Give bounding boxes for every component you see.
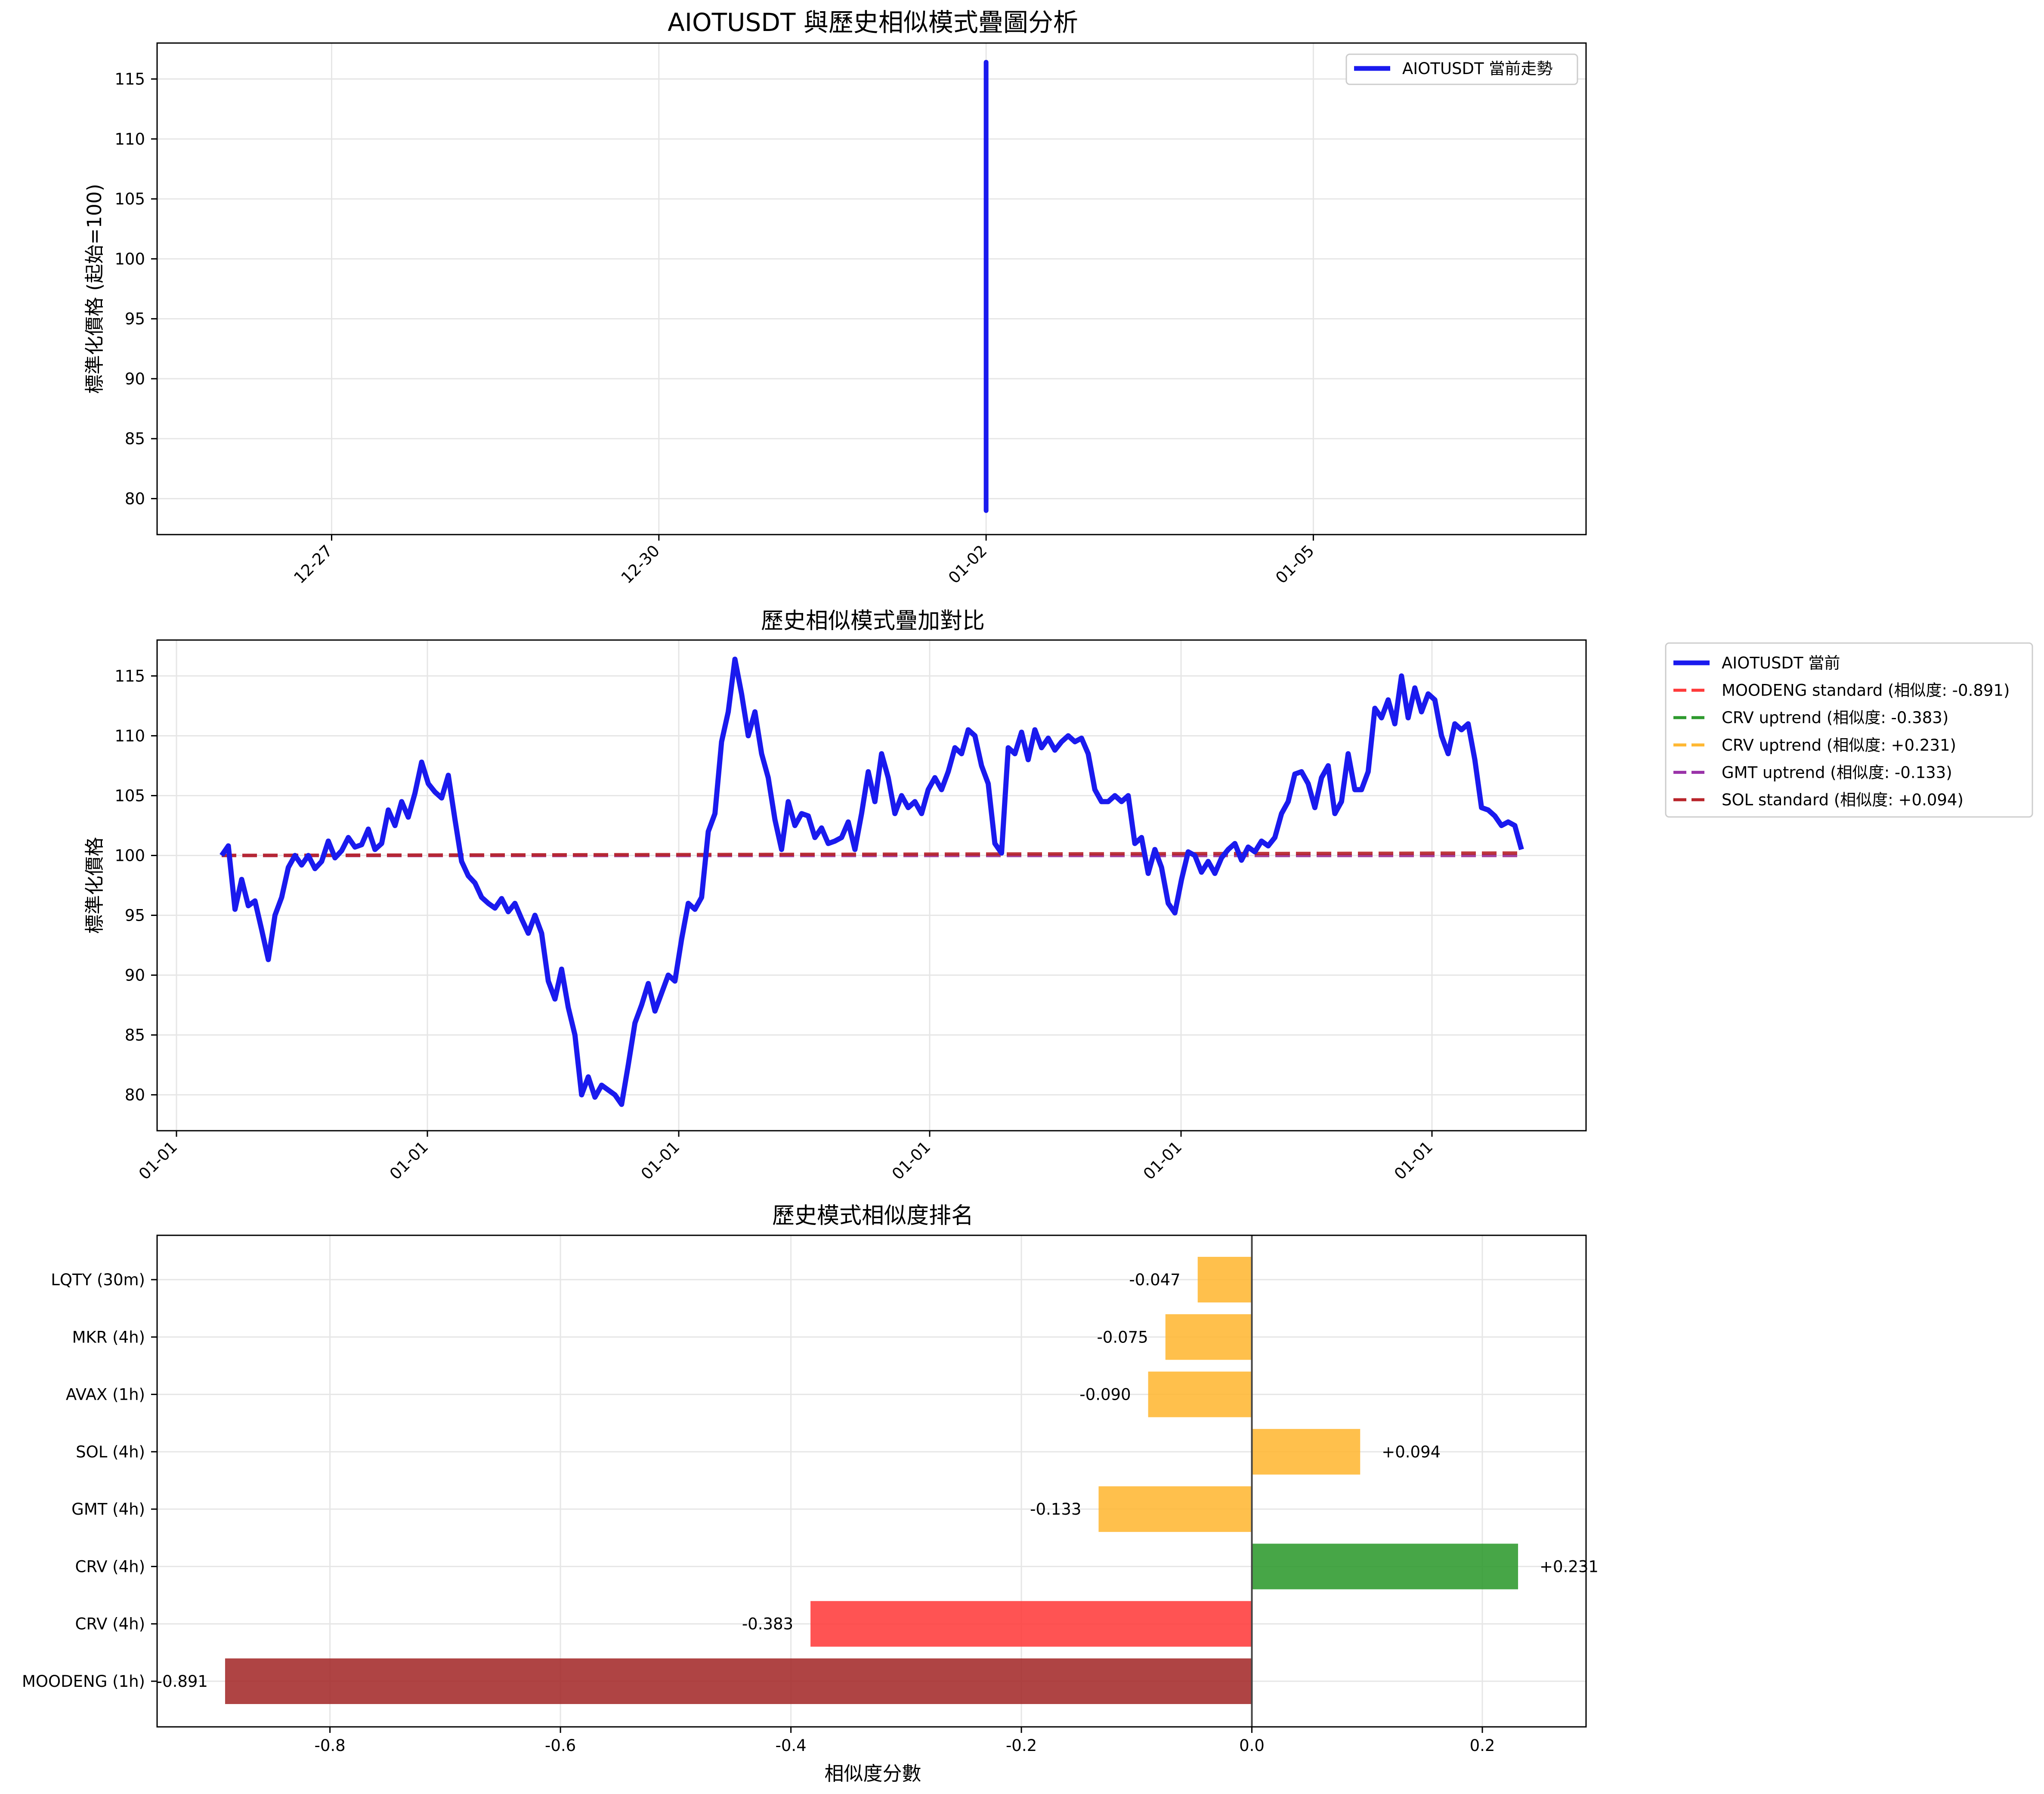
y-tick-label: 85 xyxy=(125,430,145,448)
y-tick-label: 115 xyxy=(114,70,145,89)
x-tick-label: -0.2 xyxy=(1006,1736,1037,1755)
bar-value-label: -0.047 xyxy=(1129,1271,1180,1289)
y-tick-label: 95 xyxy=(125,906,145,925)
bar-value-label: -0.133 xyxy=(1030,1500,1081,1519)
chart-title: AIOTUSDT 與歷史相似模式疊圖分析 xyxy=(668,8,1078,37)
category-label: MKR (4h) xyxy=(72,1328,145,1346)
category-label: LQTY (30m) xyxy=(51,1271,145,1289)
legend: AIOTUSDT 當前 MOODENG standard (相似度: -0.891… xyxy=(1665,642,2033,818)
category-label: SOL (4h) xyxy=(76,1443,145,1461)
bar xyxy=(1165,1314,1252,1360)
legend-entry-label: SOL standard (相似度: +0.094) xyxy=(1722,791,1964,809)
category-label: MOODENG (1h) xyxy=(22,1672,145,1691)
y-tick-label: 80 xyxy=(125,1086,145,1104)
y-tick-label: 100 xyxy=(114,846,145,865)
y-tick-label: 90 xyxy=(125,966,145,985)
x-tick-label: -0.6 xyxy=(545,1736,576,1755)
legend-entry-label: MOODENG standard (相似度: -0.891) xyxy=(1722,681,2010,700)
x-tick-label: -0.8 xyxy=(315,1736,346,1755)
legend-entry-label: CRV uptrend (相似度: +0.231) xyxy=(1722,736,1956,755)
bar-value-label: +0.094 xyxy=(1382,1443,1441,1461)
category-label: AVAX (1h) xyxy=(66,1386,145,1404)
category-label: CRV (4h) xyxy=(75,1615,145,1633)
plot-frame xyxy=(156,639,1587,1132)
x-tick-label: 0.0 xyxy=(1239,1736,1265,1755)
bar-value-label: +0.231 xyxy=(1540,1557,1599,1576)
bar-value-label: -0.090 xyxy=(1079,1386,1131,1404)
legend-entry-label: AIOTUSDT 當前 xyxy=(1722,654,1840,672)
y-tick-label: 80 xyxy=(125,489,145,508)
y-axis-label: 標準化價格 (起始=100) xyxy=(83,184,106,394)
legend-box xyxy=(1665,642,2033,818)
series-line-aiotusdt xyxy=(220,656,1524,1107)
y-tick-label: 105 xyxy=(114,786,145,805)
chart-title: 歷史模式相似度排名 xyxy=(772,1203,974,1229)
y-tick-label: 110 xyxy=(114,727,145,745)
panel-current-trend: AIOTUSDT 與歷史相似模式疊圖分析 12-27 12-30 01-02 01-0… xyxy=(83,8,1587,587)
bar xyxy=(1098,1486,1252,1532)
panel-pattern-overlay: 歷史相似模式疊加對比 01-01 01-01 01-01 01-01 01-01 01-0… xyxy=(83,608,2033,1183)
x-tick-label: -0.4 xyxy=(775,1736,806,1755)
category-label: CRV (4h) xyxy=(75,1557,145,1576)
y-tick-label: 100 xyxy=(114,250,145,268)
category-label: GMT (4h) xyxy=(71,1500,145,1519)
plot-frame xyxy=(156,42,1587,535)
y-axis-label: 標準化價格 xyxy=(83,837,106,934)
panel-similarity-ranking: 歷史模式相似度排名 -0.047 -0.075 -0.090 +0.094 -0.133… xyxy=(22,1203,1599,1785)
bar-value-label: -0.075 xyxy=(1097,1328,1148,1346)
legend-entry-label: CRV uptrend (相似度: -0.383) xyxy=(1722,708,1948,727)
y-tick-label: 95 xyxy=(125,310,145,328)
bar xyxy=(1252,1429,1361,1475)
chart-title: 歷史相似模式疊加對比 xyxy=(761,608,985,634)
bar xyxy=(225,1658,1252,1704)
x-axis-label: 相似度分數 xyxy=(824,1762,921,1785)
y-tick-label: 110 xyxy=(114,130,145,148)
legend-entry-label: AIOTUSDT 當前走勢 xyxy=(1402,59,1552,78)
bar xyxy=(1252,1543,1518,1590)
x-tick-label: 0.2 xyxy=(1470,1736,1495,1755)
series-line-pattern-5 xyxy=(221,851,1522,857)
y-tick-label: 115 xyxy=(114,667,145,685)
legend-box xyxy=(1345,53,1578,85)
y-tick-label: 105 xyxy=(114,190,145,208)
legend-entry-label: GMT uptrend (相似度: -0.133) xyxy=(1722,763,1952,782)
y-tick-label: 85 xyxy=(125,1026,145,1045)
bar-value-label: -0.383 xyxy=(742,1615,793,1633)
bar xyxy=(1197,1257,1252,1302)
bar xyxy=(810,1601,1252,1647)
plot-frame xyxy=(156,1234,1587,1728)
bar-value-label: -0.891 xyxy=(157,1672,208,1691)
bar xyxy=(1148,1371,1252,1417)
legend: AIOTUSDT 當前走勢 xyxy=(1345,53,1578,85)
y-tick-label: 90 xyxy=(125,370,145,388)
